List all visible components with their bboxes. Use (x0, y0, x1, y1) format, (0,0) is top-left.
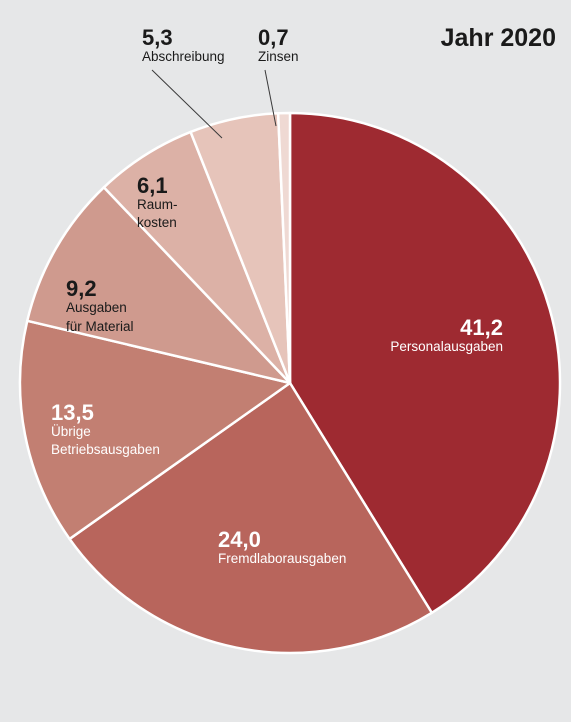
pie-slice-1 (288, 111, 562, 615)
slice-category-label-6-line-1: Abschreibung (142, 49, 225, 64)
pie-slices (18, 111, 562, 655)
leader-line-6 (151, 69, 223, 139)
slice-value-label-2: 24,0 (218, 527, 261, 552)
slice-value-label-5: 6,1 (137, 173, 168, 198)
slice-category-label-2-line-1: Fremdlaborausgaben (218, 551, 346, 566)
slice-category-label-4-line-1: Ausgaben (66, 300, 127, 315)
pie-slice-7 (276, 111, 292, 385)
slice-category-label-5-line-2: kosten (137, 215, 177, 230)
pie-slice-3 (18, 319, 292, 541)
leader-line-7 (264, 69, 277, 127)
slice-value-label-7: 0,7 (258, 25, 289, 50)
slice-category-label-3-line-2: Betriebsausgaben (51, 442, 160, 457)
slice-category-label-4-line-2: für Material (66, 319, 134, 334)
slice-value-label-3: 13,5 (51, 400, 94, 425)
slice-value-label-1: 41,2 (460, 315, 503, 340)
slice-category-label-7-line-1: Zinsen (258, 49, 299, 64)
chart-title: Jahr 2020 (441, 24, 556, 52)
slice-value-label-6: 5,3 (142, 25, 173, 50)
pie-slice-2 (68, 381, 434, 655)
slice-category-label-5-line-1: Raum- (137, 197, 178, 212)
slice-category-label-1-line-1: Personalausgaben (390, 339, 503, 354)
pie-slice-4 (26, 186, 292, 385)
slice-category-label-3-line-1: Übrige (51, 424, 91, 439)
slice-value-label-4: 9,2 (66, 276, 97, 301)
leader-lines (151, 69, 277, 139)
